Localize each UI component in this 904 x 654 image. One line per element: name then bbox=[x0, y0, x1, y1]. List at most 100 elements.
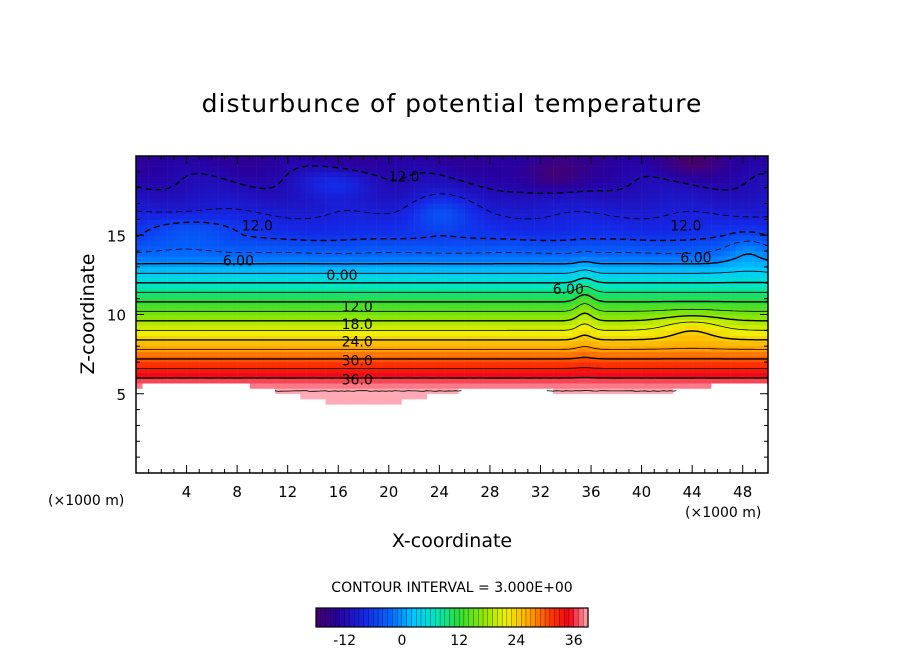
field-cell bbox=[692, 272, 699, 278]
field-cell bbox=[142, 335, 149, 342]
field-cell bbox=[136, 377, 143, 384]
field-cell bbox=[192, 282, 200, 289]
field-cell bbox=[673, 277, 680, 284]
field-cell bbox=[230, 182, 238, 189]
field-cell bbox=[344, 367, 352, 373]
field-cell bbox=[439, 182, 446, 189]
field-cell bbox=[597, 182, 604, 189]
field-cell bbox=[287, 171, 295, 178]
field-cell bbox=[502, 203, 510, 210]
field-cell bbox=[464, 219, 472, 225]
field-cell bbox=[319, 272, 326, 278]
field-cell bbox=[363, 156, 371, 162]
field-cell bbox=[224, 282, 232, 289]
field-cell bbox=[161, 256, 168, 262]
field-cell bbox=[527, 351, 535, 358]
field-cell bbox=[717, 266, 725, 273]
field-cell bbox=[647, 319, 655, 326]
field-cell bbox=[527, 319, 535, 326]
field-cell bbox=[647, 240, 655, 247]
field-cell bbox=[256, 182, 263, 189]
field-cell bbox=[761, 182, 768, 189]
field-cell bbox=[647, 161, 655, 167]
field-cell bbox=[388, 372, 396, 379]
field-cell bbox=[331, 325, 339, 331]
field-cell bbox=[458, 208, 465, 215]
contour-label: 12.0 bbox=[670, 219, 701, 235]
field-cell bbox=[477, 293, 484, 299]
field-cell bbox=[249, 346, 257, 352]
field-cell bbox=[382, 272, 390, 278]
field-cell bbox=[572, 235, 579, 241]
field-cell bbox=[218, 161, 225, 167]
field-cell bbox=[717, 277, 725, 284]
field-cell bbox=[344, 319, 352, 326]
field-cell bbox=[736, 203, 743, 210]
field-cell bbox=[597, 229, 604, 236]
field-cell bbox=[464, 235, 472, 241]
field-cell bbox=[287, 182, 295, 189]
field-cell bbox=[237, 208, 244, 215]
field-cell bbox=[654, 330, 661, 336]
field-cell bbox=[508, 383, 516, 389]
field-cell bbox=[610, 171, 617, 178]
field-cell bbox=[281, 166, 288, 173]
field-cell bbox=[306, 198, 314, 204]
field-cell bbox=[136, 335, 143, 342]
field-cell bbox=[249, 288, 257, 294]
field-cell bbox=[199, 309, 206, 315]
field-cell bbox=[180, 161, 187, 167]
field-cell bbox=[666, 383, 674, 389]
field-cell bbox=[572, 356, 579, 363]
field-cell bbox=[414, 182, 421, 189]
field-cell bbox=[407, 288, 415, 294]
field-cell bbox=[698, 240, 706, 247]
field-cell bbox=[584, 256, 592, 262]
field-cell bbox=[553, 161, 560, 167]
field-cell bbox=[275, 208, 282, 215]
field-cell bbox=[458, 383, 465, 389]
field-cell bbox=[420, 293, 427, 299]
field-cell bbox=[452, 272, 459, 278]
field-cell bbox=[534, 277, 541, 284]
field-cell bbox=[218, 219, 225, 225]
field-cell bbox=[565, 214, 573, 220]
field-cell bbox=[704, 156, 712, 162]
field-cell bbox=[249, 319, 257, 326]
field-cell bbox=[723, 319, 731, 326]
field-cell bbox=[433, 240, 440, 247]
field-cell bbox=[496, 372, 503, 379]
field-cell bbox=[673, 229, 680, 236]
field-cell bbox=[591, 356, 598, 363]
field-cell bbox=[256, 346, 263, 352]
field-cell bbox=[698, 224, 706, 231]
field-cell bbox=[616, 177, 623, 183]
field-cell bbox=[173, 214, 181, 220]
field-cell bbox=[584, 288, 592, 294]
field-cell bbox=[685, 240, 693, 247]
field-cell bbox=[647, 282, 655, 289]
field-cell bbox=[685, 383, 693, 389]
field-cell bbox=[186, 198, 194, 204]
field-cell bbox=[584, 235, 592, 241]
field-cell bbox=[464, 282, 472, 289]
field-cell bbox=[489, 282, 497, 289]
field-cell bbox=[477, 282, 484, 289]
field-cell bbox=[622, 266, 630, 273]
field-cell bbox=[616, 340, 623, 347]
field-cell bbox=[192, 240, 200, 247]
field-cell bbox=[312, 340, 320, 347]
field-cell bbox=[445, 240, 453, 247]
field-cell bbox=[211, 266, 219, 273]
field-cell bbox=[553, 166, 560, 173]
field-cell bbox=[477, 314, 484, 321]
field-cell bbox=[363, 303, 371, 310]
field-cell bbox=[230, 340, 238, 347]
field-cell bbox=[331, 251, 339, 257]
field-cell bbox=[388, 293, 396, 299]
field-cell bbox=[154, 235, 162, 241]
field-cell bbox=[572, 266, 579, 273]
field-cell bbox=[717, 356, 725, 363]
field-cell bbox=[534, 251, 541, 257]
field-cell bbox=[616, 346, 623, 352]
